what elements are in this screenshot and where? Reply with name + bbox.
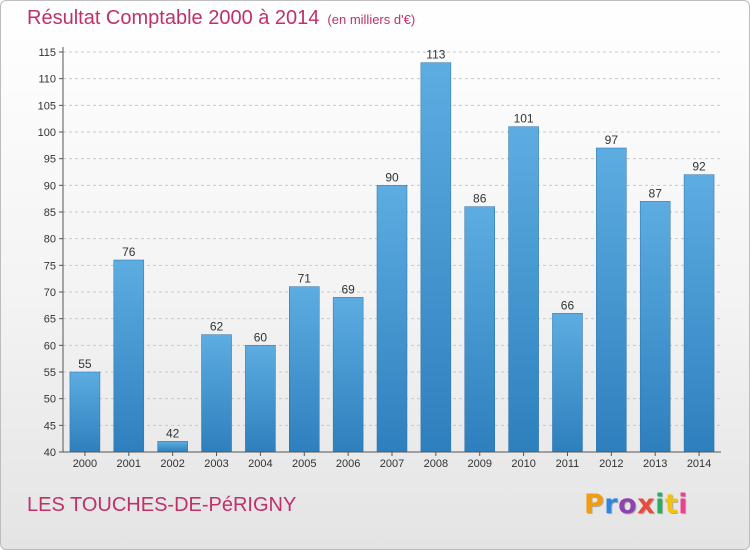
bar-2003	[201, 334, 232, 453]
axis-layer: 40 45 50 55 60 65 70 75 80 85 90 95 100 105 110 115 2000…	[38, 47, 721, 470]
logo-letter: x	[637, 489, 656, 520]
y-tick-label: 40	[44, 447, 56, 459]
data-label-2001: 76	[122, 245, 136, 259]
data-label-2012: 97	[605, 133, 619, 147]
x-tick-label-2012: 2012	[599, 458, 623, 470]
bar-2011	[552, 313, 583, 453]
x-tick-label-2001: 2001	[117, 458, 141, 470]
x-tick-label-2003: 2003	[204, 458, 228, 470]
y-tick-label: 55	[44, 367, 56, 379]
y-tick-label: 110	[38, 74, 56, 86]
data-label-2013: 87	[649, 186, 663, 200]
bar-2009	[464, 206, 495, 453]
data-label-2004: 60	[254, 330, 268, 344]
location-name: LES TOUCHES-DE-PéRIGNY	[27, 494, 297, 516]
x-tick-label-2010: 2010	[511, 458, 535, 470]
data-label-2011: 66	[561, 298, 575, 312]
proxiti-logo: Proxiti	[584, 489, 688, 520]
bar-2001	[113, 259, 145, 453]
x-tick-label-2008: 2008	[424, 458, 448, 470]
chart-title-text: Résultat Comptable 2000 à 2014	[27, 7, 320, 29]
y-tick-label: 105	[38, 100, 56, 112]
logo-letter: i	[655, 489, 665, 520]
y-tick-label: 45	[44, 420, 56, 432]
bar-2004	[245, 345, 276, 453]
x-tick-label-2013: 2013	[643, 458, 667, 470]
bar-2006	[332, 297, 364, 453]
chart-subtitle: (en milliers d'€)	[327, 12, 416, 27]
data-label-2002: 42	[166, 426, 180, 440]
x-tick-label-2004: 2004	[248, 458, 272, 470]
data-label-2006: 69	[341, 282, 355, 296]
data-label-2010: 101	[514, 112, 534, 126]
bar-2007	[376, 185, 408, 453]
logo-letter: t	[664, 489, 679, 520]
x-tick-label-2000: 2000	[73, 458, 97, 470]
data-label-2000: 55	[78, 357, 92, 371]
y-tick-label: 70	[44, 287, 56, 299]
y-tick-label: 75	[44, 260, 56, 272]
y-tick-label: 95	[44, 154, 56, 166]
data-label-2003: 62	[210, 320, 224, 334]
bar-2013	[639, 201, 671, 453]
y-tick-label: 90	[44, 180, 56, 192]
logo-letter: r	[604, 489, 619, 520]
bar-2000	[69, 371, 101, 453]
bar-layer: 55 76 42 62 60 71 69 90 113 86 101 66 97 87 92	[69, 48, 715, 453]
bar-2014	[683, 174, 715, 453]
logo-letter: i	[678, 489, 689, 520]
y-tick-label: 60	[44, 340, 56, 352]
y-tick-label: 65	[44, 314, 56, 326]
y-tick-label: 80	[44, 234, 56, 246]
bar-2002	[157, 441, 188, 453]
bar-2012	[596, 147, 627, 453]
logo-letter: P	[584, 489, 605, 520]
x-tick-label-2005: 2005	[292, 458, 316, 470]
x-tick-label-2014: 2014	[687, 458, 711, 470]
y-tick-label: 85	[44, 207, 56, 219]
data-label-2014: 92	[692, 160, 706, 174]
bar-2005	[289, 286, 320, 453]
x-tick-label-2002: 2002	[160, 458, 184, 470]
y-tick-label: 100	[38, 127, 56, 139]
x-tick-label-2009: 2009	[467, 458, 491, 470]
logo-letter: o	[618, 489, 638, 520]
bar-2010	[508, 126, 539, 453]
data-label-2007: 90	[385, 170, 399, 184]
x-tick-label-2006: 2006	[336, 458, 360, 470]
x-tick-label-2011: 2011	[556, 458, 580, 470]
y-tick-label: 115	[38, 47, 56, 59]
x-tick-label-2007: 2007	[380, 458, 404, 470]
data-label-2009: 86	[473, 192, 487, 206]
y-tick-label: 50	[44, 394, 56, 406]
data-label-2005: 71	[298, 272, 312, 286]
chart-title: Résultat Comptable 2000 à 2014 (en millie…	[27, 7, 415, 30]
data-label-2008: 113	[426, 48, 445, 62]
bar-2008	[420, 62, 452, 453]
